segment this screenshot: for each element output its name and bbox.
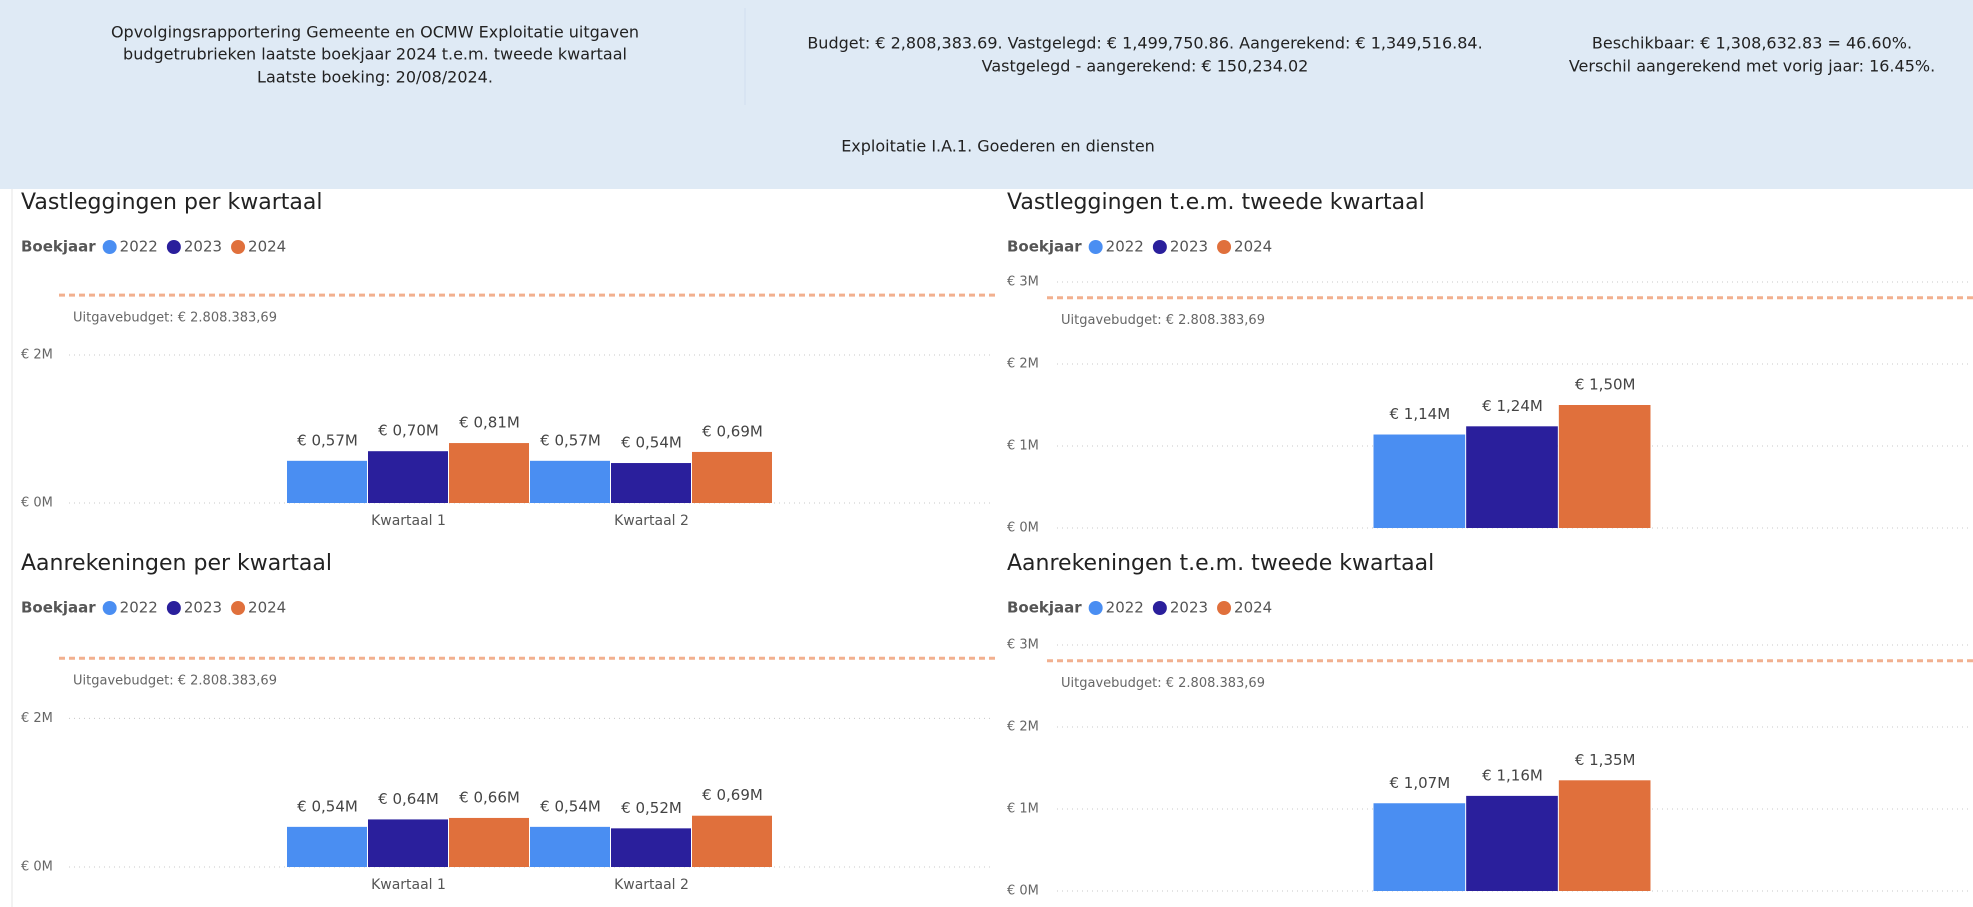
legend-swatch bbox=[1088, 601, 1103, 615]
data-label: € 0,64M bbox=[378, 790, 439, 808]
chart-title: Aanrekeningen t.e.m. tweede kwartaal bbox=[1007, 551, 1434, 576]
legend-swatch bbox=[231, 601, 246, 615]
header-summary: Budget: € 2,808,383.69. Vastgelegd: € 1,… bbox=[807, 34, 1482, 53]
legend-label: 2023 bbox=[184, 238, 222, 256]
chart-title: Vastleggingen per kwartaal bbox=[21, 190, 322, 215]
legend-swatch bbox=[1217, 240, 1232, 254]
bar bbox=[1466, 795, 1558, 891]
legend-label: 2022 bbox=[120, 599, 158, 617]
data-label: € 0,57M bbox=[540, 431, 601, 449]
data-label: € 0,70M bbox=[378, 422, 439, 440]
data-label: € 0,69M bbox=[702, 422, 763, 440]
bar bbox=[1373, 803, 1466, 891]
data-label: € 1,14M bbox=[1390, 405, 1451, 423]
legend-label: 2024 bbox=[1234, 599, 1272, 617]
legend-label: 2023 bbox=[184, 599, 222, 617]
x-tick-label: Kwartaal 2 bbox=[614, 513, 689, 529]
legend-swatch bbox=[1088, 240, 1103, 254]
legend-title: Boekjaar bbox=[1007, 238, 1082, 256]
data-label: € 0,52M bbox=[621, 799, 682, 817]
legend-title: Boekjaar bbox=[21, 599, 96, 617]
bar bbox=[530, 826, 610, 867]
legend-swatch bbox=[166, 240, 181, 254]
legend-label: 2024 bbox=[248, 599, 286, 617]
bar bbox=[368, 819, 448, 867]
header-title: budgetrubrieken laatste boekjaar 2024 t.… bbox=[123, 45, 627, 64]
bar bbox=[449, 817, 529, 867]
legend-label: 2024 bbox=[248, 238, 286, 256]
data-label: € 0,81M bbox=[459, 414, 520, 432]
reference-label: Uitgavebudget: € 2.808.383,69 bbox=[1061, 676, 1265, 691]
header-title: Opvolgingsrapportering Gemeente en OCMW … bbox=[111, 23, 639, 42]
legend-swatch bbox=[102, 240, 117, 254]
chart-title: Aanrekeningen per kwartaal bbox=[21, 551, 332, 576]
header-subtitle: Exploitatie I.A.1. Goederen en diensten bbox=[841, 137, 1155, 156]
bar bbox=[287, 826, 367, 867]
header-available: Beschikbaar: € 1,308,632.83 = 46.60%. bbox=[1592, 34, 1912, 53]
header-available: Verschil aangerekend met vorig jaar: 16.… bbox=[1569, 57, 1935, 76]
reference-label: Uitgavebudget: € 2.808.383,69 bbox=[73, 311, 277, 326]
y-tick-label: € 0M bbox=[21, 496, 53, 511]
x-tick-label: Kwartaal 2 bbox=[614, 877, 689, 893]
bar bbox=[692, 815, 772, 867]
y-tick-label: € 0M bbox=[1007, 521, 1039, 536]
legend-swatch bbox=[231, 240, 246, 254]
legend-swatch bbox=[1217, 601, 1232, 615]
bar bbox=[1558, 780, 1651, 891]
y-tick-label: € 2M bbox=[21, 348, 53, 363]
bar bbox=[611, 463, 691, 503]
header-panel bbox=[0, 0, 1973, 189]
chart-title: Vastleggingen t.e.m. tweede kwartaal bbox=[1007, 190, 1425, 215]
y-tick-label: € 2M bbox=[1007, 720, 1039, 735]
reference-label: Uitgavebudget: € 2.808.383,69 bbox=[73, 674, 277, 689]
y-tick-label: € 0M bbox=[1007, 884, 1039, 899]
bar bbox=[692, 451, 772, 503]
legend-swatch bbox=[1152, 240, 1167, 254]
legend-title: Boekjaar bbox=[21, 238, 96, 256]
y-tick-label: € 3M bbox=[1007, 275, 1039, 290]
legend-swatch bbox=[166, 601, 181, 615]
data-label: € 0,69M bbox=[702, 786, 763, 804]
y-tick-label: € 2M bbox=[1007, 357, 1039, 372]
data-label: € 1,50M bbox=[1575, 376, 1636, 394]
y-tick-label: € 1M bbox=[1007, 439, 1039, 454]
header-title: Laatste boeking: 20/08/2024. bbox=[257, 68, 493, 87]
data-label: € 0,54M bbox=[297, 797, 358, 815]
data-label: € 1,24M bbox=[1482, 397, 1543, 415]
legend-swatch bbox=[102, 601, 117, 615]
data-label: € 0,66M bbox=[459, 788, 520, 806]
y-tick-label: € 3M bbox=[1007, 638, 1039, 653]
data-label: € 0,57M bbox=[297, 431, 358, 449]
legend-label: 2022 bbox=[120, 238, 158, 256]
bar bbox=[1373, 434, 1466, 528]
bar bbox=[449, 443, 529, 503]
data-label: € 1,35M bbox=[1575, 751, 1636, 769]
bar bbox=[530, 460, 610, 503]
data-label: € 0,54M bbox=[621, 434, 682, 452]
bar bbox=[287, 460, 367, 503]
y-tick-label: € 0M bbox=[21, 860, 53, 875]
bar bbox=[368, 451, 448, 503]
x-tick-label: Kwartaal 1 bbox=[371, 513, 446, 529]
data-label: € 0,54M bbox=[540, 797, 601, 815]
legend-swatch bbox=[1152, 601, 1167, 615]
data-label: € 1,16M bbox=[1482, 766, 1543, 784]
legend-label: 2023 bbox=[1170, 599, 1208, 617]
bar bbox=[611, 828, 691, 867]
y-tick-label: € 2M bbox=[21, 711, 53, 726]
data-label: € 1,07M bbox=[1390, 774, 1451, 792]
bar bbox=[1466, 426, 1558, 528]
legend-title: Boekjaar bbox=[1007, 599, 1082, 617]
header-summary: Vastgelegd - aangerekend: € 150,234.02 bbox=[982, 57, 1309, 76]
x-tick-label: Kwartaal 1 bbox=[371, 877, 446, 893]
reference-label: Uitgavebudget: € 2.808.383,69 bbox=[1061, 313, 1265, 328]
legend-label: 2024 bbox=[1234, 238, 1272, 256]
legend-label: 2022 bbox=[1106, 238, 1144, 256]
legend-label: 2022 bbox=[1106, 599, 1144, 617]
y-tick-label: € 1M bbox=[1007, 802, 1039, 817]
legend-label: 2023 bbox=[1170, 238, 1208, 256]
bar bbox=[1558, 405, 1651, 528]
